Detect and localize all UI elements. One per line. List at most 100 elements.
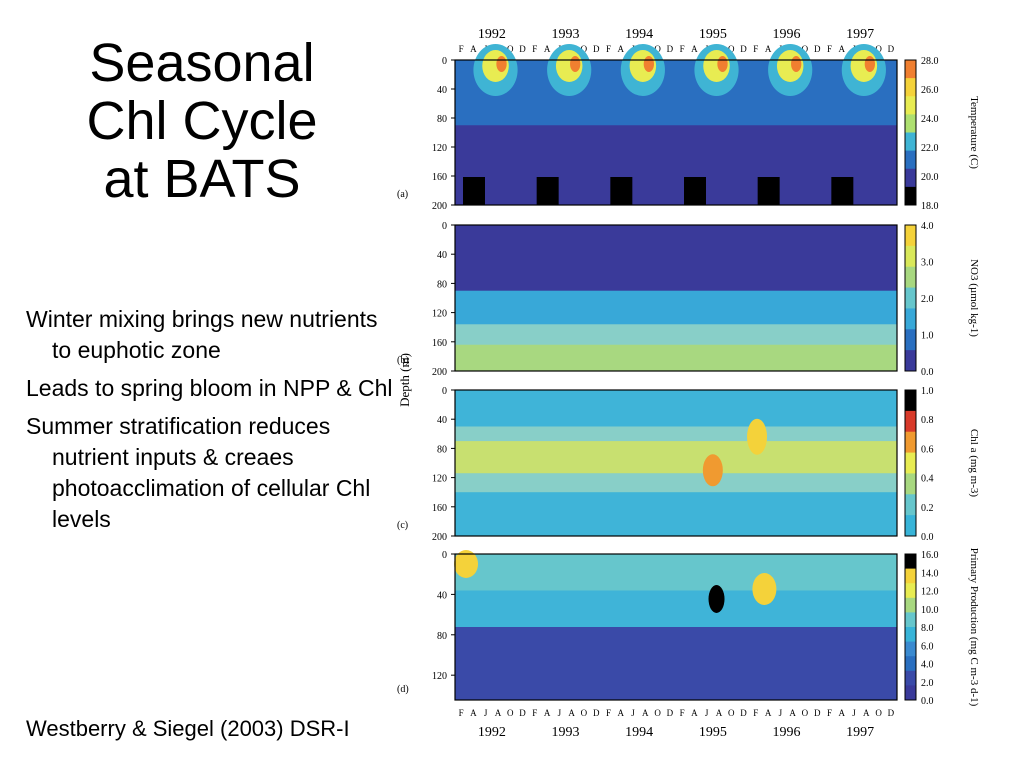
colorbar-tick-label: 28.0: [921, 56, 939, 67]
colorbar-tick-label: 0.2: [921, 503, 934, 514]
depth-tick-label: 200: [432, 367, 447, 378]
month-label-top: O: [875, 44, 882, 54]
month-label-bottom: D: [667, 708, 674, 718]
colorbar-segment: [905, 168, 916, 188]
month-label-top: A: [544, 44, 551, 54]
month-label-top: F: [680, 44, 685, 54]
colorbar-tick-label: 14.0: [921, 568, 939, 579]
month-label-bottom: A: [765, 708, 772, 718]
month-label-bottom: A: [642, 708, 649, 718]
year-label-top: 1995: [699, 27, 727, 42]
year-label-bottom: 1994: [625, 725, 653, 740]
depth-tick-label: 0: [442, 221, 447, 232]
colorbar-tick-label: 3.0: [921, 258, 934, 269]
colorbar-frame: [904, 224, 917, 372]
year-label-bottom: 1995: [699, 725, 727, 740]
colorbar-segment: [905, 431, 916, 454]
contour-band: [702, 454, 723, 487]
month-label-bottom: D: [593, 708, 600, 718]
colorbar-segment: [905, 150, 916, 170]
depth-tick-label: 0: [442, 550, 447, 561]
month-label-bottom: J: [484, 708, 488, 718]
contour-band: [455, 554, 897, 591]
colorbar-segment: [905, 473, 916, 495]
month-label-top: O: [802, 44, 809, 54]
title-line: Chl Cycle: [86, 91, 318, 151]
month-label-bottom: A: [789, 708, 796, 718]
panel-letter: (b): [397, 355, 409, 366]
month-label-top: D: [740, 44, 747, 54]
contour-band: [864, 56, 876, 72]
depth-tick-label: 80: [437, 279, 447, 290]
depth-tick-label: 120: [432, 143, 447, 154]
month-label-top: A: [470, 44, 477, 54]
colorbar-tick-label: 0.6: [921, 444, 934, 455]
slide-title: Seasonal Chl Cycle at BATS: [22, 34, 382, 208]
contour-band: [757, 177, 780, 205]
contour-band: [455, 441, 897, 474]
month-label-bottom: A: [618, 708, 625, 718]
colorbar-tick-label: 2.0: [921, 678, 934, 689]
year-label-top: 1992: [478, 27, 506, 42]
colorbar-segment: [905, 132, 916, 152]
month-label-bottom: A: [863, 708, 870, 718]
month-label-top: A: [839, 44, 846, 54]
panel-frame: [454, 224, 898, 372]
panel-frame: [454, 553, 898, 701]
colorbar-tick-label: 8.0: [921, 623, 934, 634]
contour-band: [536, 177, 559, 205]
depth-tick-label: 40: [437, 415, 447, 426]
colorbar-segment: [905, 494, 916, 516]
bullet-item: Leads to spring bloom in NPP & Chl: [26, 375, 393, 401]
colorbar-segment: [905, 60, 916, 79]
month-label-bottom: A: [691, 708, 698, 718]
bullet-list: Winter mixing brings new nutrients to eu…: [26, 304, 396, 542]
contour-band: [747, 418, 768, 455]
contour-band: [463, 177, 485, 205]
depth-tick-label: 40: [437, 85, 447, 96]
month-label-top: A: [765, 44, 772, 54]
month-label-bottom: O: [654, 708, 661, 718]
month-label-bottom: F: [532, 708, 537, 718]
depth-tick-label: 200: [432, 201, 447, 212]
month-label-top: D: [593, 44, 600, 54]
colorbar-segment: [905, 329, 916, 351]
colorbar-label: Primary Production (mg C m-3 d-1): [968, 548, 980, 707]
contour-band: [684, 177, 706, 205]
colorbar-tick-label: 18.0: [921, 201, 939, 212]
contour-band: [791, 56, 802, 72]
bullet-item: Summer stratification reduces nutrient i…: [26, 413, 371, 532]
depth-tick-label: 80: [437, 444, 447, 455]
month-label-top: F: [459, 44, 464, 54]
month-label-bottom: O: [875, 708, 882, 718]
colorbar-tick-label: 10.0: [921, 605, 939, 616]
colorbar-segment: [905, 627, 916, 643]
month-label-bottom: F: [827, 708, 832, 718]
month-label-bottom: A: [568, 708, 575, 718]
month-label-bottom: F: [753, 708, 758, 718]
month-label-top: O: [654, 44, 661, 54]
colorbar-tick-label: 22.0: [921, 143, 939, 154]
colorbar-segment: [905, 656, 916, 672]
year-label-top: 1997: [846, 27, 874, 42]
colorbar-tick-label: 0.0: [921, 696, 934, 707]
month-label-top: D: [888, 44, 895, 54]
colorbar-tick-label: 24.0: [921, 114, 939, 125]
panel-letter: (d): [397, 684, 409, 695]
month-label-top: A: [618, 44, 625, 54]
colorbar-tick-label: 0.0: [921, 367, 934, 378]
colorbar-segment: [905, 350, 916, 372]
month-label-bottom: A: [544, 708, 551, 718]
month-label-bottom: A: [495, 708, 502, 718]
month-label-bottom: O: [581, 708, 588, 718]
colorbar-segment: [905, 670, 916, 686]
colorbar-segment: [905, 287, 916, 309]
month-label-bottom: F: [680, 708, 685, 718]
depth-tick-label: 120: [432, 309, 447, 320]
month-label-bottom: D: [814, 708, 821, 718]
month-label-top: O: [728, 44, 735, 54]
depth-tick-label: 160: [432, 338, 447, 349]
colorbar-segment: [905, 410, 916, 433]
colorbar-tick-label: 1.0: [921, 331, 934, 342]
depth-tick-label: 160: [432, 503, 447, 514]
